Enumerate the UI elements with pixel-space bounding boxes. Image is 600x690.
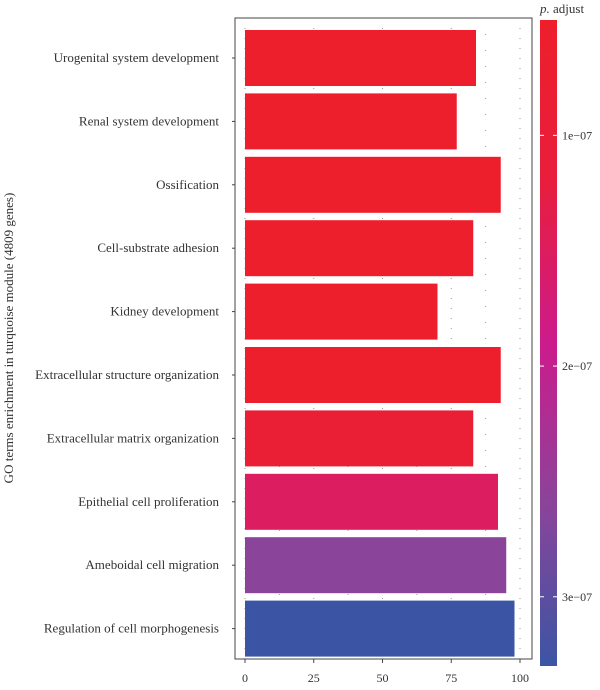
bar: [245, 283, 438, 340]
category-label: Ossification: [156, 177, 219, 192]
bar: [245, 537, 507, 594]
x-tick-label: 100: [511, 671, 529, 685]
category-label: Regulation of cell morphogenesis: [44, 621, 219, 636]
legend-tick-label: 2e−07: [562, 359, 592, 373]
x-tick-label: 50: [377, 671, 389, 685]
bar: [245, 30, 476, 86]
x-tick-label: 75: [445, 671, 457, 685]
x-axis: 0 25 50 75 100: [242, 659, 529, 685]
bars-group: [245, 30, 515, 657]
category-label: Extracellular structure organization: [35, 367, 219, 382]
legend: p. adjust 1e−07 2e−07 3e−07: [539, 1, 592, 666]
bar: [245, 220, 474, 277]
legend-title-rest: adjust: [550, 1, 585, 16]
bar: [245, 156, 501, 213]
category-labels: Urogenital system development Renal syste…: [35, 50, 235, 636]
bar: [245, 410, 474, 467]
legend-title: p. adjust: [539, 1, 584, 16]
category-label: Epithelial cell proliferation: [78, 494, 219, 509]
category-label: Cell-substrate adhesion: [97, 240, 219, 255]
category-label: Extracellular matrix organization: [47, 430, 220, 445]
category-label: Ameboidal cell migration: [85, 557, 219, 572]
legend-colorbar: [540, 20, 557, 666]
x-tick-label: 0: [242, 671, 248, 685]
x-tick-label: 25: [308, 671, 320, 685]
bar: [245, 473, 498, 530]
bar: [245, 347, 501, 403]
category-label: Kidney development: [110, 304, 219, 319]
category-label: Urogenital system development: [54, 50, 220, 65]
bar: [245, 600, 515, 657]
legend-title-italic: p.: [539, 1, 550, 16]
y-axis-title: GO terms enrichment in turquoise module …: [1, 193, 16, 484]
legend-tick-label: 3e−07: [562, 590, 592, 604]
legend-tick-label: 1e−07: [562, 128, 592, 142]
bar: [245, 93, 457, 150]
legend-ticks: 1e−07 2e−07 3e−07: [540, 128, 592, 604]
category-label: Renal system development: [79, 113, 219, 128]
